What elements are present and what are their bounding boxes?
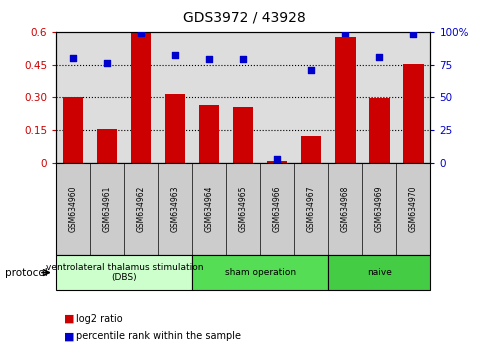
Point (307, 67, 315, 73)
Bar (368, 98, 389, 163)
Bar (266, 161, 287, 163)
Text: GDS3972 / 43928: GDS3972 / 43928 (183, 11, 305, 25)
Text: log2 ratio: log2 ratio (76, 314, 122, 324)
Point (273, 156, 281, 162)
Bar (131, 33, 151, 163)
Text: ■: ■ (63, 314, 74, 324)
Point (239, 57, 246, 62)
Point (375, 54, 383, 59)
Point (205, 57, 213, 62)
Text: GSM634969: GSM634969 (374, 185, 383, 232)
Text: GSM634968: GSM634968 (340, 185, 349, 232)
Text: GSM634961: GSM634961 (102, 185, 112, 232)
Text: ventrolateral thalamus stimulation
(DBS): ventrolateral thalamus stimulation (DBS) (45, 263, 203, 282)
Text: GSM634960: GSM634960 (69, 185, 78, 232)
Text: GSM634964: GSM634964 (204, 185, 213, 232)
Text: GSM634970: GSM634970 (408, 185, 417, 232)
Text: GSM634967: GSM634967 (306, 185, 315, 232)
Text: naive: naive (366, 268, 391, 277)
Text: GSM634962: GSM634962 (137, 185, 145, 232)
Text: ■: ■ (63, 331, 74, 341)
Point (408, 32, 416, 37)
Text: sham operation: sham operation (224, 268, 295, 277)
Bar (97, 129, 117, 163)
Bar (334, 37, 355, 163)
Text: GSM634965: GSM634965 (238, 185, 247, 232)
Point (171, 53, 179, 58)
Bar (199, 105, 219, 163)
Text: GSM634966: GSM634966 (272, 185, 281, 232)
Bar (165, 94, 185, 163)
Bar (233, 107, 253, 163)
Point (103, 61, 111, 66)
Bar (402, 63, 423, 163)
Text: protocol: protocol (5, 268, 47, 278)
Text: percentile rank within the sample: percentile rank within the sample (76, 331, 240, 341)
Point (341, 30, 348, 36)
Point (137, 30, 145, 36)
Bar (301, 136, 321, 163)
Text: GSM634963: GSM634963 (170, 185, 180, 232)
Point (69, 55, 77, 61)
Bar (63, 97, 83, 163)
